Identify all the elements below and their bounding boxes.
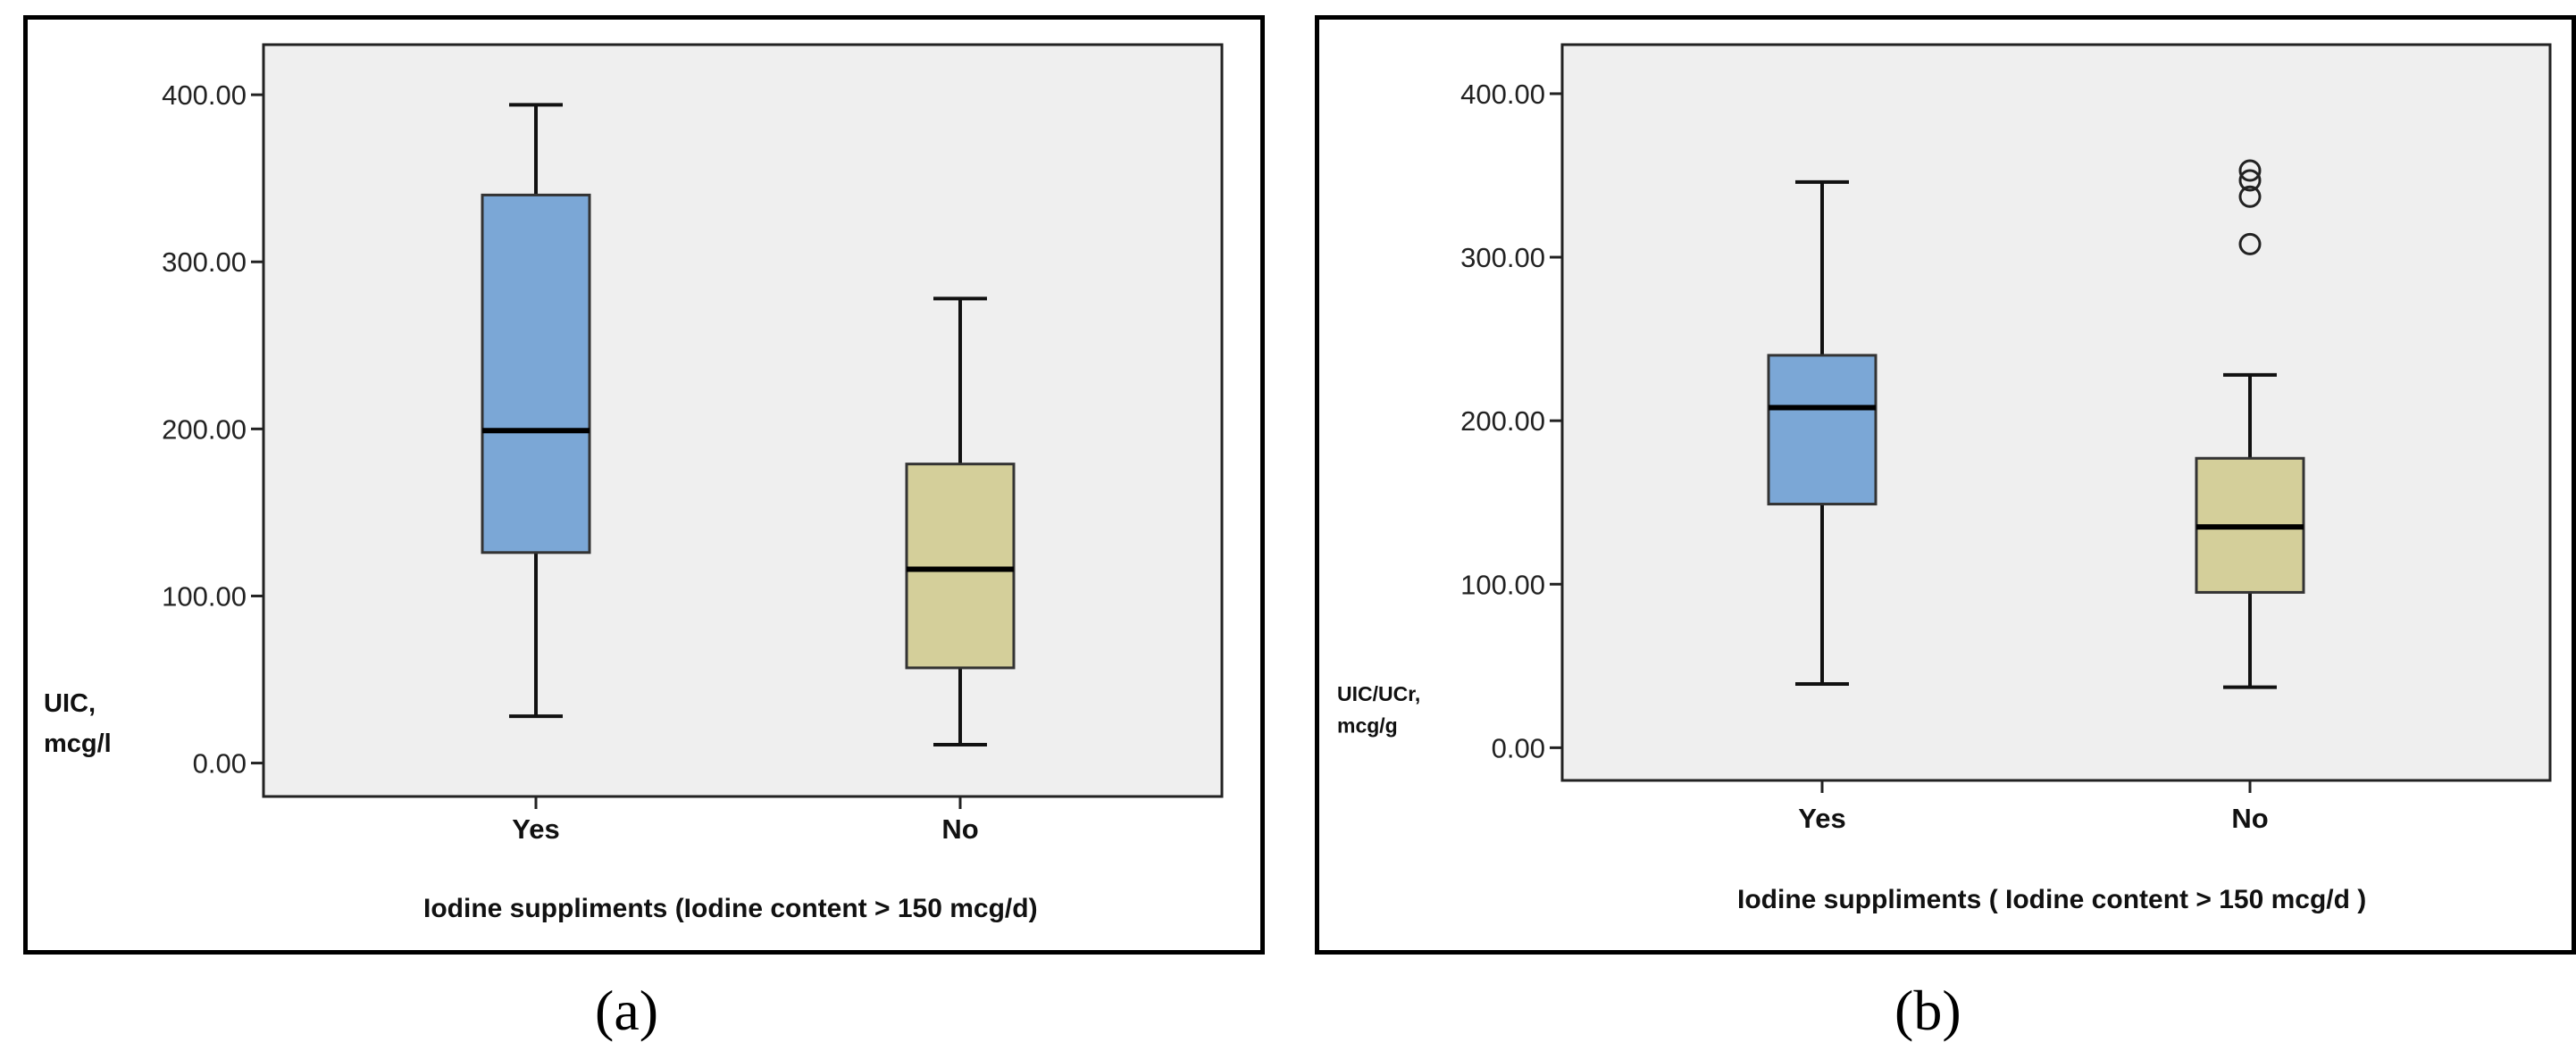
plot-area bbox=[262, 43, 1224, 798]
box-no bbox=[905, 296, 1016, 746]
iqr-box bbox=[481, 193, 591, 555]
plot-area bbox=[1560, 43, 2552, 782]
x-category-label: Yes bbox=[1798, 803, 1845, 834]
x-axis-title: Iodine suppliments ( Iodine content > 15… bbox=[1737, 885, 2366, 914]
box-no bbox=[2195, 159, 2305, 689]
x-category-label: Yes bbox=[512, 813, 559, 845]
y-tick-label: 100.00 bbox=[162, 580, 247, 612]
y-axis-title-line: mcg/g bbox=[1337, 714, 1398, 738]
chart-panel-a: 0.00 100.00 200.00 300.00 400.00 Yes No UIC, mcg… bbox=[23, 15, 1265, 955]
y-tick-label: 200.00 bbox=[1460, 405, 1545, 437]
caption-b: (b) bbox=[1894, 979, 1961, 1042]
y-axis-title-line: UIC/UCr, bbox=[1337, 682, 1420, 705]
box-yes bbox=[1767, 179, 1878, 686]
y-tick-label: 400.00 bbox=[162, 79, 247, 111]
x-category-label: No bbox=[941, 813, 978, 845]
iqr-box bbox=[905, 463, 1016, 670]
y-tick-label: 0.00 bbox=[193, 748, 247, 780]
caption-a: (a) bbox=[595, 979, 659, 1042]
outlier-point bbox=[2238, 159, 2262, 182]
outlier-point bbox=[2238, 169, 2262, 192]
y-tick-label: 400.00 bbox=[1460, 79, 1545, 110]
outlier-point bbox=[2238, 185, 2262, 208]
iqr-box bbox=[1767, 354, 1878, 506]
y-tick-label: 300.00 bbox=[162, 246, 247, 278]
x-axis-title: Iodine suppliments (Iodine content > 150… bbox=[423, 894, 1038, 923]
y-tick-label: 100.00 bbox=[1460, 569, 1545, 600]
y-tick-label: 300.00 bbox=[1460, 242, 1545, 273]
x-category-label: No bbox=[2231, 803, 2268, 834]
boxplot-chart-b: 0.00 100.00 200.00 300.00 400.00 Yes No UIC/UCr… bbox=[1337, 43, 2552, 914]
outlier-point bbox=[2238, 232, 2262, 255]
y-axis-title-line: UIC, bbox=[44, 689, 96, 718]
chart-panel-b: 0.00 100.00 200.00 300.00 400.00 Yes No UIC/UCr… bbox=[1315, 15, 2576, 955]
box-yes bbox=[481, 103, 591, 719]
boxplot-chart-a: 0.00 100.00 200.00 300.00 400.00 Yes No UIC, mcg… bbox=[44, 43, 1224, 923]
y-axis-title-line: mcg/l bbox=[44, 730, 112, 758]
y-tick-label: 0.00 bbox=[1492, 732, 1545, 763]
y-tick-label: 200.00 bbox=[162, 413, 247, 445]
